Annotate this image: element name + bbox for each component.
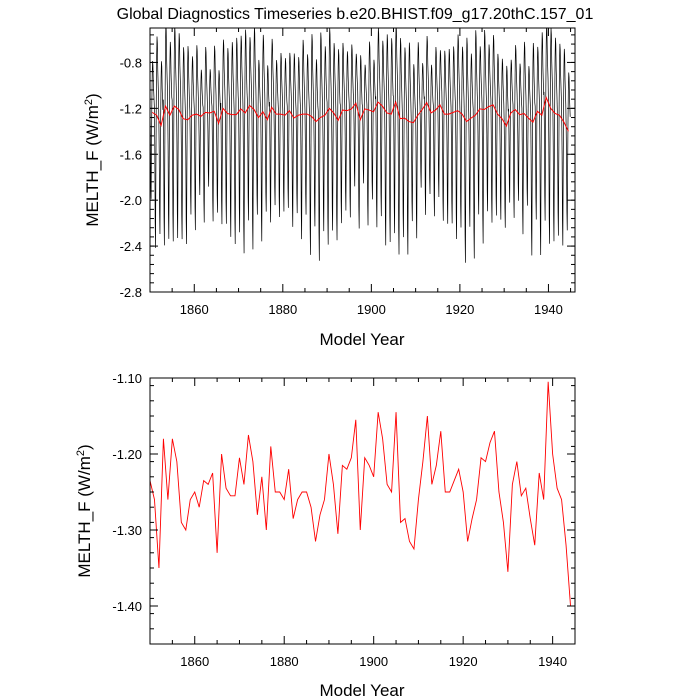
top-x-tick-label: 1900 [357, 302, 386, 317]
top-plot-frame [149, 27, 576, 293]
bottom-x-axis-label: Model Year [319, 681, 404, 700]
top-y-tick-label: -1.2 [120, 101, 142, 116]
top-series-group [150, 28, 571, 263]
bottom-y-label-sup: 2 [75, 450, 87, 456]
top-y-tick-label: -0.8 [120, 55, 142, 70]
bottom-annual-mean-line [150, 381, 571, 607]
bottom-y-label-main: MELTH_F (W/m [75, 456, 94, 578]
top-x-tick-label: 1920 [445, 302, 474, 317]
top-y-axis-label: MELTH_F (W/m2) [83, 93, 102, 226]
bottom-axes: 1860 1880 1900 1920 1940 -1.40 -1.30 -1.20 -1.10 [112, 371, 576, 669]
top-x-tick-label: 1940 [534, 302, 563, 317]
monthly-series-line [150, 28, 571, 263]
bottom-x-tick-label: 1860 [180, 654, 209, 669]
top-x-tick-label: 1880 [268, 302, 297, 317]
figure-title: Global Diagnostics Timeseries b.e20.BHIS… [117, 6, 594, 23]
bottom-series-group [150, 381, 571, 607]
bottom-plot-frame [149, 377, 576, 645]
top-y-tick-label: -2.4 [120, 239, 142, 254]
top-annual-mean-line [151, 95, 569, 132]
top-y-label-close: ) [83, 93, 102, 99]
top-y-tick-label: -2.0 [120, 193, 142, 208]
top-y-label-sup: 2 [83, 99, 95, 105]
bottom-x-tick-label: 1900 [359, 654, 388, 669]
top-y-label-main: MELTH_F (W/m [83, 105, 102, 227]
bottom-x-tick-label: 1920 [449, 654, 478, 669]
bottom-y-tick-label: -1.30 [112, 523, 142, 538]
bottom-y-tick-label: -1.40 [112, 599, 142, 614]
bottom-x-tick-label: 1940 [538, 654, 567, 669]
top-x-axis-label: Model Year [319, 330, 404, 349]
bottom-y-label-close: ) [75, 444, 94, 450]
top-axes: 1860 1880 1900 1920 1940 -2.8 -2.4 -2.0 -1.6 -1.2… [120, 28, 575, 317]
bottom-y-tick-label: -1.10 [112, 371, 142, 386]
bottom-x-tick-label: 1880 [270, 654, 299, 669]
monthly-timeseries-plot: 1860 1880 1900 1920 1940 -2.8 -2.4 -2.0 -1.6 -1.2… [83, 27, 576, 349]
top-y-tick-label: -2.8 [120, 285, 142, 300]
bottom-y-axis-label: MELTH_F (W/m2) [75, 444, 94, 577]
top-y-tick-label: -1.6 [120, 147, 142, 162]
annual-mean-plot: 1860 1880 1900 1920 1940 -1.40 -1.30 -1.20 -1.10… [75, 371, 576, 700]
bottom-y-tick-label: -1.20 [112, 447, 142, 462]
top-x-tick-label: 1860 [180, 302, 209, 317]
